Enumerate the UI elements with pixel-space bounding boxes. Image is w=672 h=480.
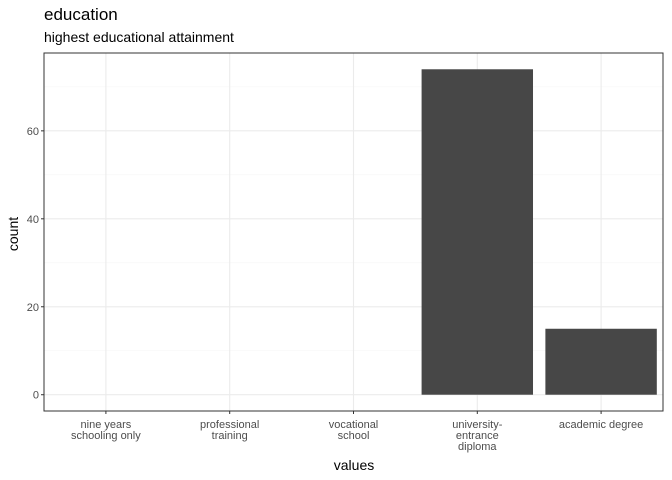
x-tick-label: vocational school: [329, 419, 379, 442]
chart-title: education: [44, 5, 118, 24]
chart-subtitle: highest educational attainment: [44, 29, 234, 45]
x-tick-label: academic degree: [559, 419, 643, 431]
y-axis-title: count: [5, 217, 21, 251]
bars: [421, 69, 657, 395]
x-tick-label: nine years schooling only: [71, 419, 141, 442]
x-axis: nine years schooling only professional trai…: [71, 411, 643, 453]
y-tick-label: 60: [27, 126, 39, 138]
y-tick-label: 0: [33, 390, 39, 402]
x-axis-title: values: [334, 457, 374, 473]
bar: [545, 328, 657, 395]
y-tick-label: 20: [27, 302, 39, 314]
y-tick-label: 40: [27, 214, 39, 226]
x-tick-label: professional training: [200, 419, 259, 442]
x-tick-label: university-entrance diploma: [452, 419, 502, 453]
bar: [421, 69, 534, 395]
y-axis: 0 20 40 60: [27, 126, 44, 402]
